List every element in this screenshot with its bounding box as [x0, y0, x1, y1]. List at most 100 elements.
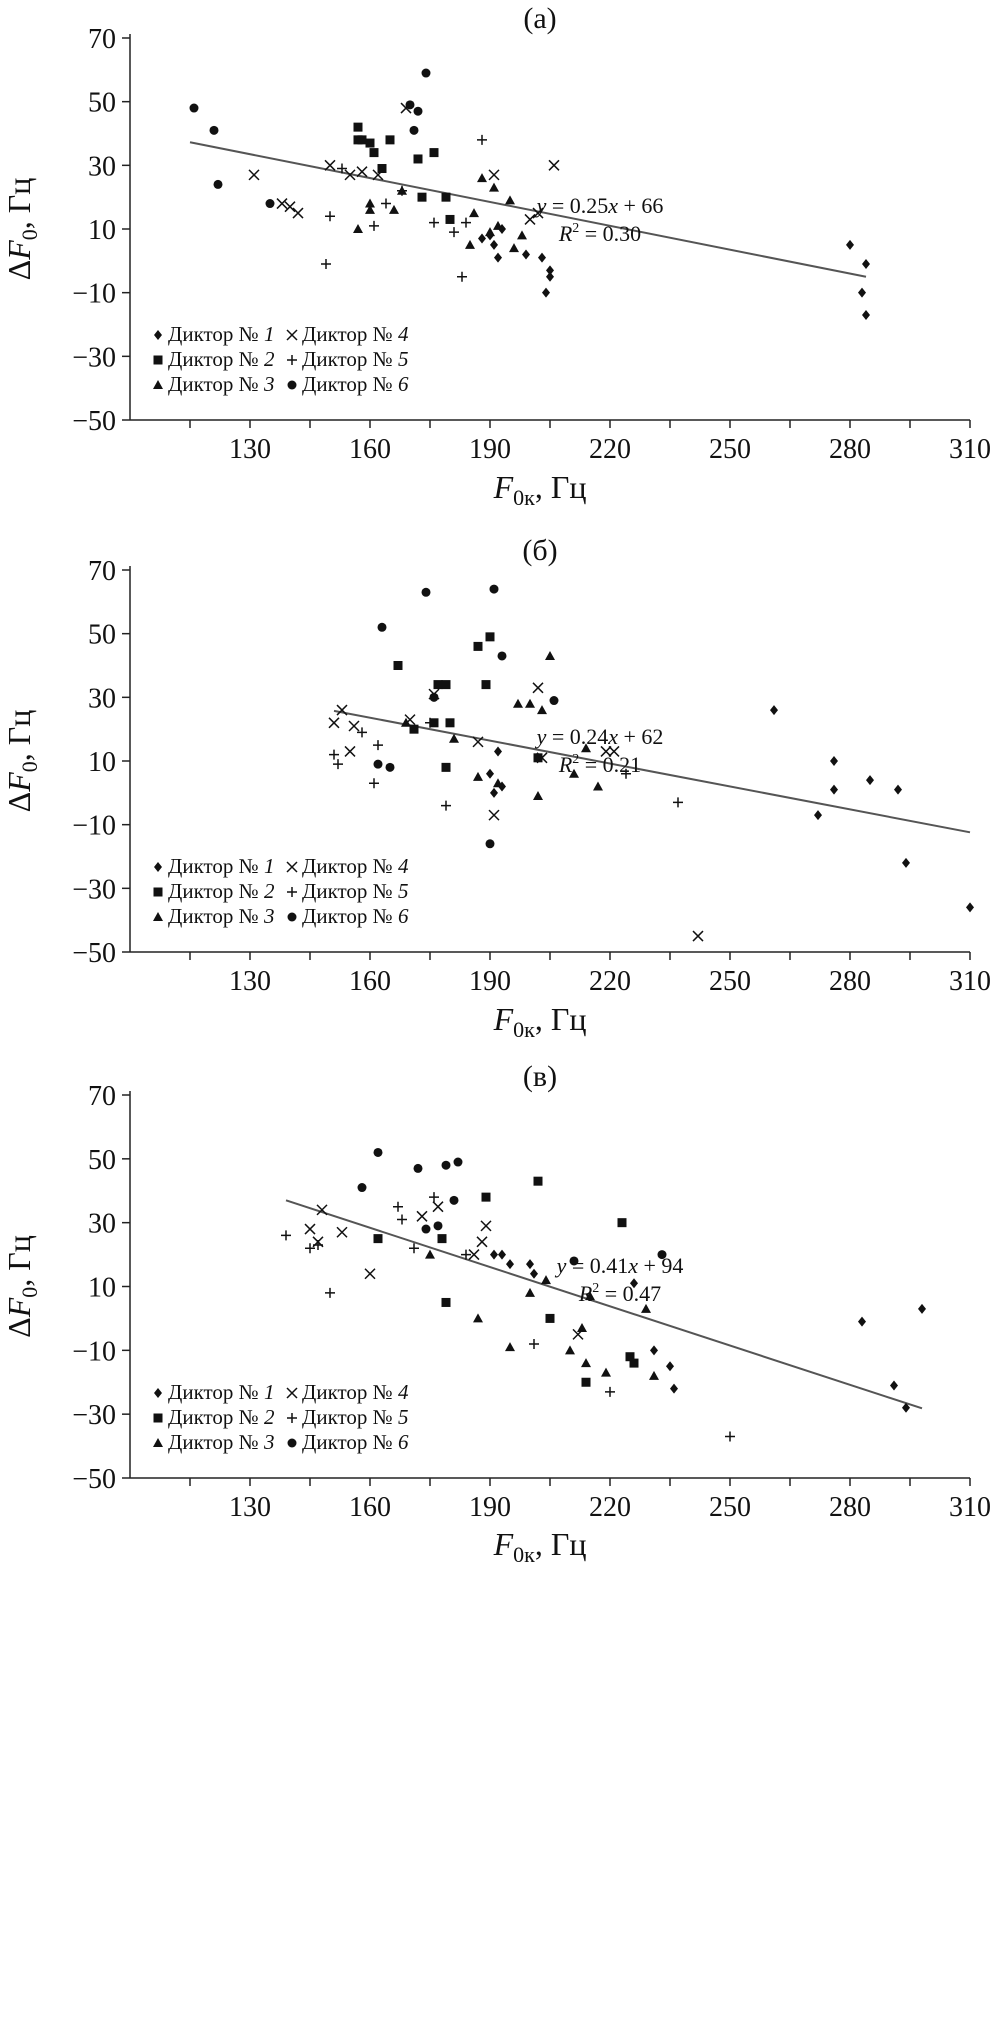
data-point [449, 733, 459, 743]
x-tick-label: 190 [469, 1492, 511, 1523]
y-tick-label: 10 [88, 747, 116, 778]
data-point [365, 138, 375, 148]
data-point [581, 743, 591, 753]
data-point [441, 680, 451, 690]
data-point [546, 271, 554, 282]
legend-entry: Диктор № 4 [302, 1380, 409, 1404]
x-axis-label-unit: , Гц [535, 1526, 587, 1562]
y-axis-label: ΔF0, Гц [1, 710, 42, 813]
data-point [537, 705, 547, 715]
data-point [209, 125, 219, 135]
x-tick-label: 280 [829, 1492, 871, 1523]
data-point [770, 705, 778, 716]
data-point [490, 1249, 498, 1260]
legend-marker [153, 1413, 163, 1423]
x-tick-label: 310 [949, 1492, 991, 1523]
data-point [304, 1223, 316, 1235]
legend-label: Диктор № [168, 854, 264, 878]
y-axis-label-sub: 0 [17, 761, 42, 772]
x-axis-label-main: F [493, 1526, 514, 1562]
legend-marker [154, 1388, 162, 1398]
data-point [601, 1367, 611, 1377]
data-point [389, 204, 399, 214]
legend-marker [287, 912, 297, 922]
data-point [494, 746, 502, 757]
x-tick-label: 190 [469, 966, 511, 997]
data-point [353, 122, 363, 132]
legend-entry: Диктор № 5 [302, 1405, 408, 1429]
legend-label: Диктор № [302, 347, 398, 371]
legend-marker [153, 380, 163, 389]
data-point [670, 1383, 678, 1394]
data-point [385, 762, 395, 772]
data-point [292, 207, 304, 219]
x-tick-label: 130 [229, 966, 271, 997]
data-point [265, 199, 275, 209]
data-point [381, 198, 391, 209]
data-point [397, 1214, 407, 1225]
data-point [409, 724, 419, 734]
data-point [364, 1268, 376, 1280]
trend-equation: y = 0.24x + 62 [535, 724, 664, 749]
y-axis-label-main: F [1, 1297, 37, 1318]
data-point [692, 930, 704, 942]
y-axis-label-delta: Δ [1, 1317, 37, 1338]
legend-number: 6 [398, 1430, 409, 1454]
data-point [529, 1338, 539, 1349]
equation-x-var: x [607, 193, 618, 218]
series-6 [373, 584, 559, 849]
data-point [545, 650, 555, 660]
data-point [344, 169, 356, 181]
equation-slope: = 0.24 [546, 724, 608, 749]
equation-y-var: y [555, 1253, 567, 1278]
legend-marker [286, 861, 298, 873]
y-tick-label: −10 [72, 811, 116, 842]
legend-marker [287, 1438, 297, 1448]
data-point [485, 227, 495, 237]
data-point [284, 201, 296, 213]
data-point [830, 756, 838, 766]
data-point [437, 1234, 447, 1244]
legend-entry: Диктор № 3 [168, 372, 274, 396]
data-point [441, 1297, 451, 1307]
data-point [401, 717, 411, 727]
data-point [441, 1160, 451, 1170]
data-point [490, 239, 498, 250]
data-point [533, 791, 543, 801]
data-point [630, 1278, 638, 1289]
trend-line [333, 709, 971, 834]
legend-marker [287, 887, 297, 897]
legend-label: Диктор № [302, 904, 398, 928]
data-point [457, 271, 467, 282]
y-tick-label: −30 [72, 342, 116, 373]
data-point [321, 259, 331, 270]
data-point [577, 1322, 587, 1332]
data-point [421, 1224, 431, 1234]
legend-label: Диктор № [168, 347, 264, 371]
data-point [356, 166, 368, 178]
data-point [505, 1342, 515, 1352]
data-point [465, 239, 475, 249]
data-point [673, 797, 683, 808]
data-point [513, 698, 523, 708]
y-axis-label: ΔF0, Гц [1, 178, 42, 281]
legend-number: 3 [263, 904, 275, 928]
data-point [325, 211, 335, 222]
data-point [517, 230, 527, 240]
chart-title: (б) [522, 534, 557, 567]
data-point [649, 1370, 659, 1380]
data-point [581, 1358, 591, 1368]
series-6 [357, 1147, 667, 1266]
data-point [397, 185, 407, 196]
legend-marker [154, 862, 162, 872]
data-point [473, 641, 483, 651]
equation-slope: = 0.25 [546, 193, 608, 218]
legend-number: 3 [263, 1430, 275, 1454]
data-point [316, 1204, 328, 1216]
data-point [485, 632, 495, 642]
legend-number: 4 [398, 1380, 409, 1404]
y-axis-label-main: F [1, 772, 37, 793]
x-axis-label-unit: , Гц [535, 469, 587, 505]
series-5 [281, 1192, 735, 1442]
